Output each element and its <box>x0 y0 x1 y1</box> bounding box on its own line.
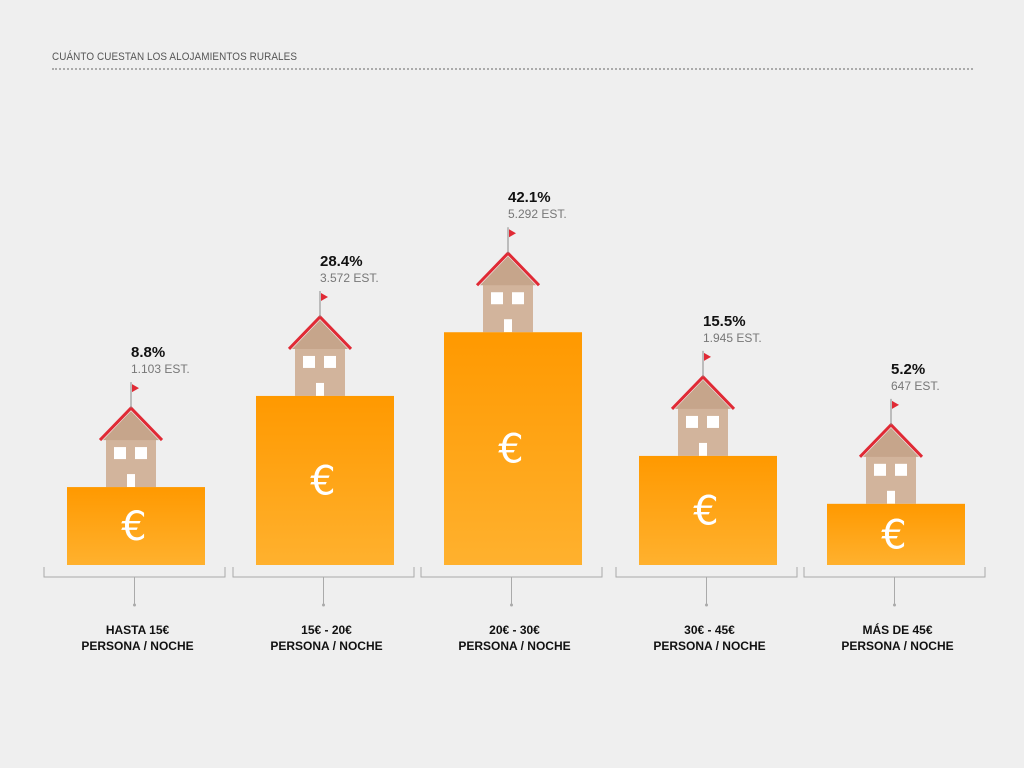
flag-icon <box>132 384 139 393</box>
category-label: MÁS DE 45€ <box>862 622 932 637</box>
category-bracket <box>232 567 415 578</box>
value-label: 8.8% <box>131 344 165 361</box>
value-label: 15.5% <box>703 313 746 330</box>
house-roof-icon <box>480 256 536 286</box>
house-roof-icon <box>103 411 159 441</box>
title-divider <box>52 68 973 70</box>
euro-icon: € <box>693 488 718 534</box>
door-icon <box>127 474 135 488</box>
bracket-dot <box>893 603 896 607</box>
window-icon <box>707 415 719 428</box>
category-bracket <box>420 567 603 578</box>
euro-icon: € <box>310 458 335 504</box>
count-label: 647 EST. <box>891 379 940 393</box>
bar-group: €5.2%647 EST. MÁS DE 45€ PERSONA / NOCHE <box>803 361 986 653</box>
category-sublabel: PERSONA / NOCHE <box>841 639 953 653</box>
bar <box>444 332 582 565</box>
window-icon <box>895 463 907 476</box>
value-label: 28.4% <box>320 253 363 270</box>
euro-icon: € <box>881 512 906 558</box>
count-label: 1.945 EST. <box>703 331 762 345</box>
euro-icon: € <box>498 427 523 473</box>
category-bracket <box>615 567 798 578</box>
house-roof-icon <box>292 319 348 349</box>
bracket-dot <box>510 603 513 607</box>
window-icon <box>303 355 315 368</box>
window-icon <box>135 447 147 460</box>
door-icon <box>699 442 707 456</box>
category-label: 30€ - 45€ <box>684 623 735 637</box>
flag-icon <box>321 292 328 301</box>
chart-title: CUÁNTO CUESTAN LOS ALOJAMIENTOS RURALES <box>52 51 298 63</box>
house-roof-icon <box>675 379 731 409</box>
bar-group: €15.5%1.945 EST. 30€ - 45€ PERSONA / NOCHE <box>615 313 798 653</box>
category-sublabel: PERSONA / NOCHE <box>270 639 382 653</box>
bar <box>639 455 777 565</box>
flag-icon <box>892 400 899 409</box>
value-label: 42.1% <box>508 189 551 206</box>
flag-icon <box>704 352 711 361</box>
euro-icon: € <box>121 504 146 550</box>
window-icon <box>491 292 503 305</box>
bar-group: €28.4%3.572 EST. 15€ - 20€ PERSONA / NOCHE <box>232 253 415 653</box>
bar <box>256 395 394 565</box>
value-label: 5.2% <box>891 361 925 378</box>
window-icon <box>686 415 698 428</box>
bar-group: €42.1%5.292 EST. 20€ - 30€ PERSONA / NOCHE <box>420 189 603 653</box>
category-label: 20€ - 30€ <box>489 623 540 637</box>
bar-group: €8.8%1.103 EST. HASTA 15€ PERSONA / NOCHE <box>43 344 226 653</box>
house-roof-icon <box>863 427 919 457</box>
door-icon <box>887 490 895 504</box>
window-icon <box>512 292 524 305</box>
bar <box>67 487 205 565</box>
bar <box>827 503 965 565</box>
bracket-dot <box>133 603 136 607</box>
bracket-dot <box>705 603 708 607</box>
category-label: HASTA 15€ <box>106 623 170 637</box>
category-sublabel: PERSONA / NOCHE <box>653 639 765 653</box>
category-label: 15€ - 20€ <box>301 623 352 637</box>
category-sublabel: PERSONA / NOCHE <box>81 639 193 653</box>
window-icon <box>114 447 126 460</box>
bracket-dot <box>322 603 325 607</box>
door-icon <box>504 319 512 333</box>
category-sublabel: PERSONA / NOCHE <box>458 639 570 653</box>
count-label: 3.572 EST. <box>320 271 379 285</box>
window-icon <box>874 463 886 476</box>
door-icon <box>316 382 324 396</box>
flag-icon <box>509 229 516 238</box>
window-icon <box>324 355 336 368</box>
category-bracket <box>803 567 986 578</box>
count-label: 5.292 EST. <box>508 207 567 221</box>
count-label: 1.103 EST. <box>131 362 190 376</box>
category-bracket <box>43 567 226 578</box>
